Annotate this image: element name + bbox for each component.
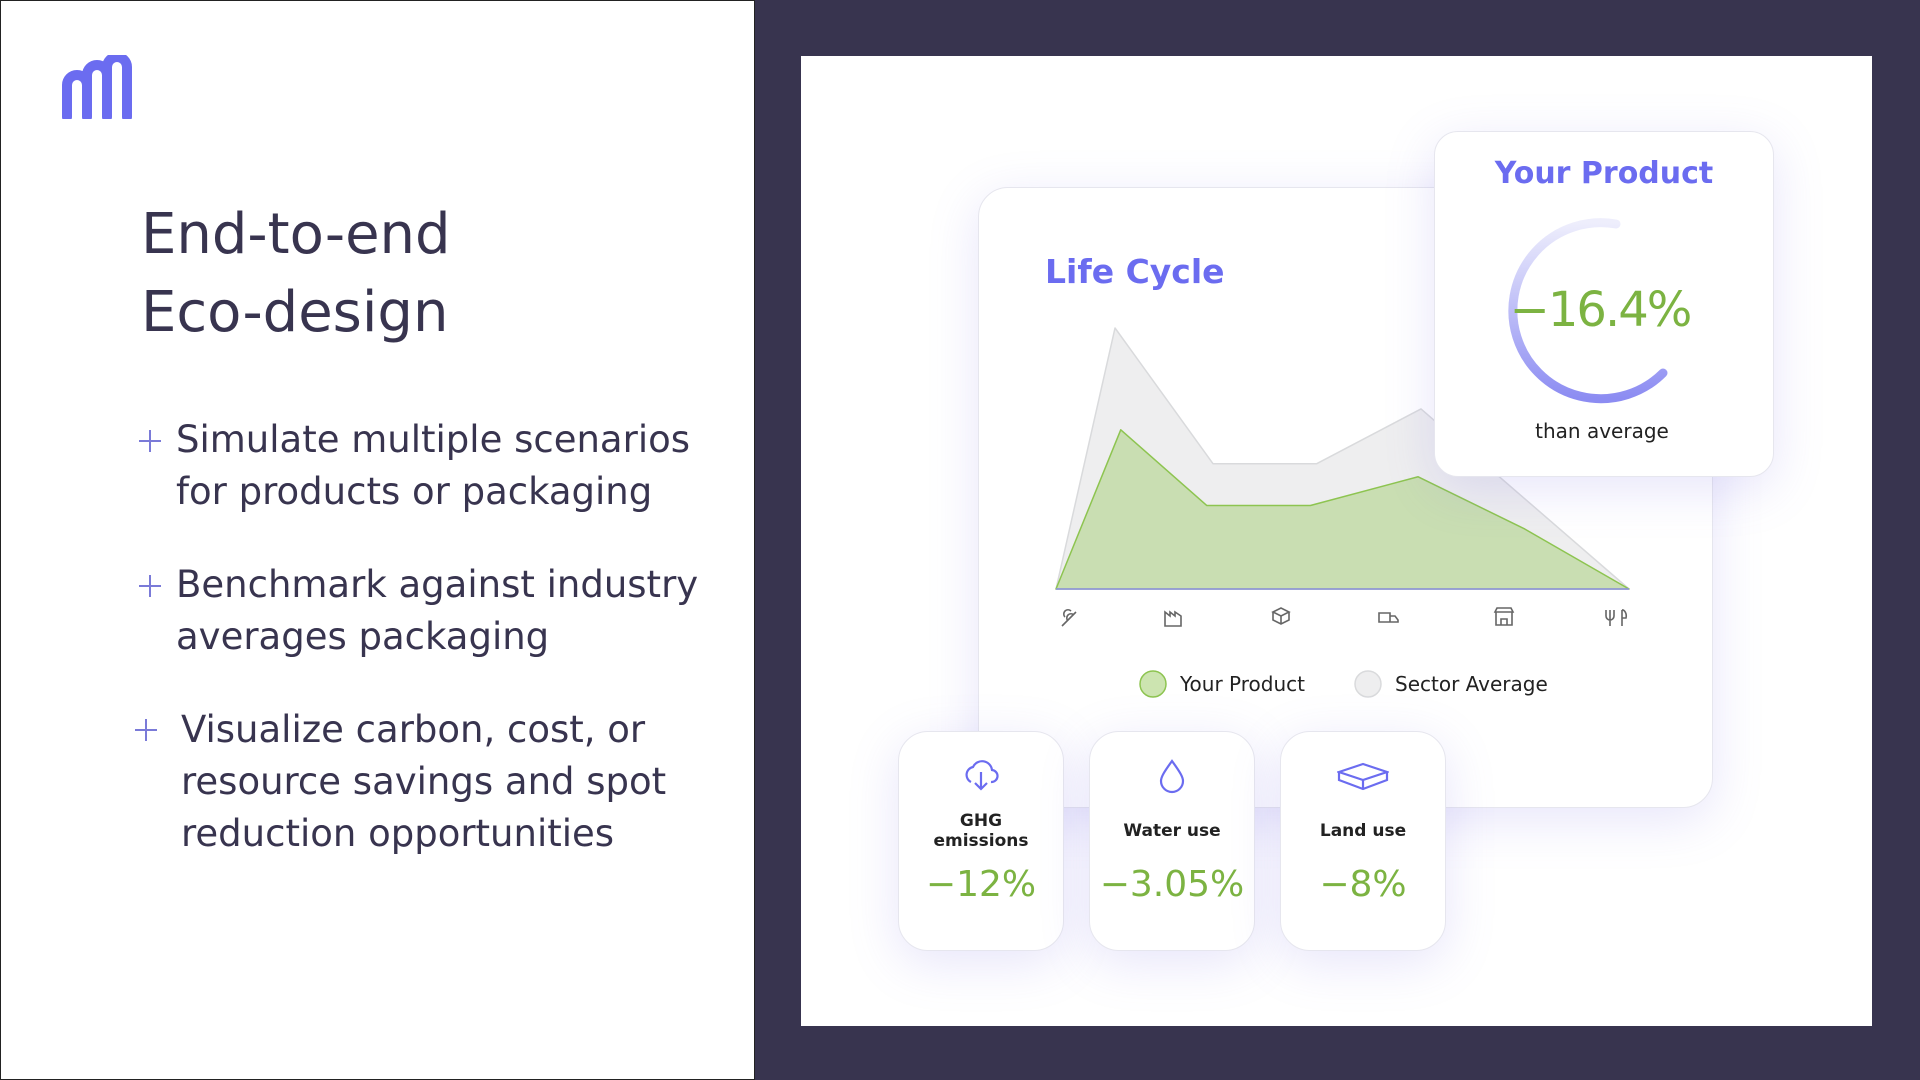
bullet-text: resource savings and spot [181, 760, 667, 803]
area [1055, 429, 1630, 590]
logo [62, 55, 132, 119]
bullet-text: Simulate multiple scenarios [176, 418, 691, 461]
icon-land [1337, 762, 1389, 791]
icon-drop [1159, 759, 1185, 794]
bullet-text: averages packaging [176, 615, 550, 658]
icon-crop [1061, 608, 1077, 627]
metric-value: −8% [1319, 864, 1407, 905]
metric-value: −3.05% [1099, 864, 1245, 905]
legend-swatch [1354, 670, 1382, 698]
chart-title: Life Cycle [1045, 252, 1225, 291]
icon-utensils [1605, 609, 1628, 626]
bullet-text: Visualize carbon, cost, or [181, 708, 646, 751]
legend-swatch [1139, 670, 1167, 698]
left-panel: End-to-end Eco-design Simulate multiple … [0, 0, 755, 1080]
bullet-plus [139, 430, 161, 452]
product-value: −16.4% [1509, 282, 1693, 338]
icon-truck [1378, 612, 1399, 623]
icon-store [1493, 607, 1515, 626]
heading-line: End-to-end [141, 202, 451, 267]
bullet-plus [139, 575, 161, 597]
icon-cloud [965, 760, 999, 791]
product-title: Your Product [1494, 156, 1714, 191]
icon-factory [1164, 610, 1182, 627]
product-caption: than average [1535, 419, 1669, 443]
metric-value: −12% [925, 864, 1037, 905]
icon-package [1271, 607, 1291, 625]
metric-card: Water use −3.05% [1089, 731, 1255, 951]
bullet-text: reduction opportunities [181, 812, 615, 855]
legend: Your Product Sector Average [1139, 670, 1548, 698]
metric-card: Land use −8% [1280, 731, 1446, 951]
legend-label: Sector Average [1395, 672, 1548, 696]
bullet-text: Benchmark against industry [176, 563, 699, 606]
metric-label: GHG emissions [933, 811, 1029, 851]
bullet-plus [135, 719, 157, 741]
stage-icons [1061, 607, 1628, 627]
bullet-text: for products or packaging [176, 470, 653, 513]
heading-line: Eco-design [141, 280, 449, 345]
metric-card: GHG emissions −12% [898, 731, 1064, 951]
metric-label: Land use [1319, 821, 1407, 842]
plot [1055, 327, 1630, 590]
product-card: Your Product −16.4% than average [1434, 131, 1774, 477]
metric-label: Water use [1123, 821, 1221, 842]
legend-label: Your Product [1179, 672, 1305, 696]
gauge [1508, 218, 1668, 404]
gauge-arc [1508, 218, 1668, 404]
